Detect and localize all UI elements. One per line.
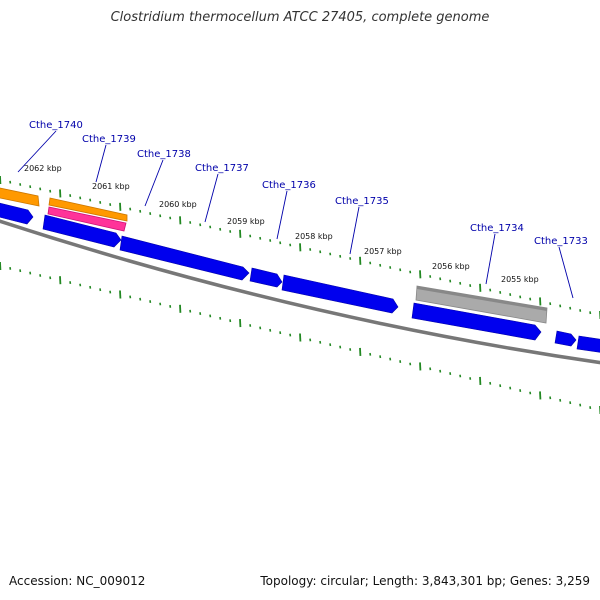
- gray-feature[interactable]: [415, 285, 548, 324]
- gene-label[interactable]: Cthe_1740: [29, 120, 83, 131]
- gene-label-leader: [95, 144, 107, 183]
- kbp-label: 2058 kbp: [295, 232, 333, 241]
- orange-feature[interactable]: [0, 187, 40, 207]
- gene-label[interactable]: Cthe_1739: [82, 134, 136, 145]
- cds-arrow[interactable]: [119, 235, 250, 281]
- kbp-label: 2060 kbp: [159, 200, 197, 209]
- gene-label[interactable]: Cthe_1738: [137, 149, 191, 160]
- cds-arrow[interactable]: [554, 330, 577, 347]
- map-title: Clostridium thermocellum ATCC 27405, com…: [110, 10, 490, 25]
- kbp-label: 2057 kbp: [364, 247, 402, 256]
- cds-arrow[interactable]: [0, 202, 34, 225]
- kbp-label: 2061 kbp: [92, 182, 130, 191]
- cds-arrow[interactable]: [281, 274, 399, 314]
- gene-label-leader: [485, 233, 496, 285]
- kbp-label: 2055 kbp: [501, 275, 539, 284]
- cds-arrow[interactable]: [576, 335, 600, 353]
- gene-label[interactable]: Cthe_1737: [195, 163, 249, 174]
- cds-arrow[interactable]: [249, 267, 283, 288]
- gene-label[interactable]: Cthe_1736: [262, 180, 316, 191]
- accession-text: Accession: NC_009012: [9, 574, 146, 588]
- orange-feature[interactable]: [48, 197, 128, 222]
- pink-feature[interactable]: [47, 206, 127, 232]
- cds-arrow[interactable]: [411, 302, 542, 341]
- kbp-label: 2059 kbp: [227, 217, 265, 226]
- gene-label-leader: [276, 190, 288, 240]
- gene-label-leader: [349, 206, 360, 255]
- inner-tick-ring: [0, 261, 600, 415]
- cds-arrow[interactable]: [42, 214, 122, 248]
- gene-label-leader: [144, 159, 164, 207]
- gene-label[interactable]: Cthe_1734: [470, 223, 524, 234]
- gene-label[interactable]: Cthe_1735: [335, 196, 389, 207]
- gene-label-leader: [17, 130, 57, 173]
- genome-summary-text: Topology: circular; Length: 3,843,301 bp…: [260, 574, 590, 588]
- outer-tick-ring: [0, 175, 600, 320]
- gray-feature-top: [417, 286, 547, 311]
- gene-label-leader: [204, 173, 219, 223]
- gene-label-leader: [558, 246, 574, 299]
- gene-label[interactable]: Cthe_1733: [534, 236, 588, 247]
- kbp-label: 2062 kbp: [24, 164, 62, 173]
- kbp-label: 2056 kbp: [432, 262, 470, 271]
- genome-backbone: [0, 219, 600, 365]
